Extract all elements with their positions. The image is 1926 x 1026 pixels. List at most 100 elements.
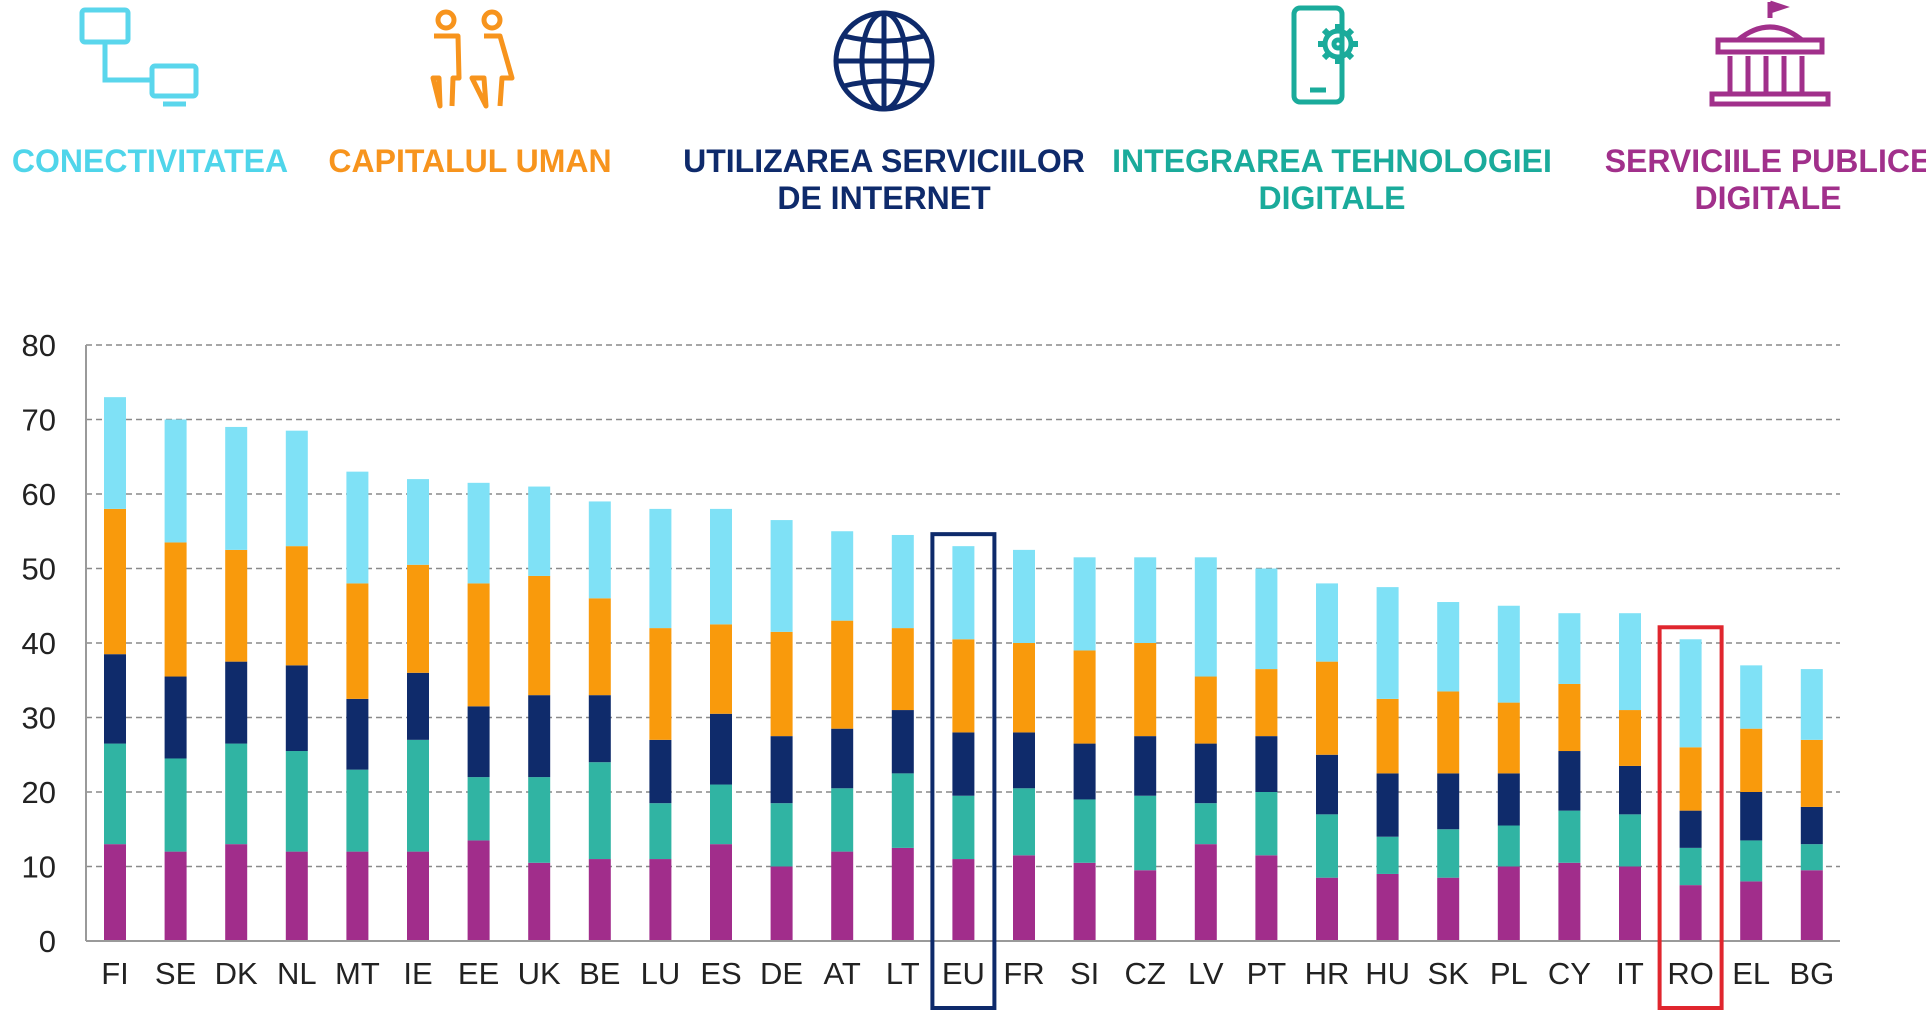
bar-segment (1800, 669, 1823, 740)
x-tick-label: NL (277, 956, 317, 991)
government-building-icon (1709, 0, 1831, 107)
legend-label-integration: DIGITALE (1259, 180, 1406, 216)
bar-segment (1679, 747, 1702, 811)
x-tick-label: IE (403, 956, 432, 991)
bar-segment (1740, 881, 1763, 941)
y-tick-label: 20 (22, 775, 56, 810)
bar-segment (952, 546, 975, 640)
bar-segment (407, 672, 429, 740)
bar-segment (1376, 587, 1399, 699)
bar-segment (528, 486, 551, 576)
bar-segment (346, 769, 369, 852)
bar-segment (952, 859, 975, 941)
bar-segment (407, 479, 429, 565)
bar-segment (1255, 736, 1278, 792)
bar-segment (1134, 795, 1157, 871)
bar-segment (770, 736, 793, 804)
x-tick-label: IT (1616, 956, 1644, 991)
bar-segment (346, 471, 369, 584)
bar-segment (1194, 557, 1217, 677)
x-tick-label: EL (1732, 956, 1770, 991)
legend-label-connectivity: CONECTIVITATEA (12, 143, 288, 179)
y-tick-label: 0 (39, 924, 56, 959)
bar-segment (1437, 691, 1460, 774)
bar-segment (710, 508, 732, 625)
highlight-box (930, 532, 997, 1011)
bar-segment (1679, 847, 1702, 886)
bar-segment (164, 419, 187, 543)
bar-segment (1619, 814, 1641, 867)
bar-segment (1558, 683, 1581, 752)
bar-segment (588, 695, 611, 763)
bar-segment (1800, 739, 1823, 807)
bar-segment (1497, 702, 1520, 774)
people-icon (430, 9, 515, 109)
x-tick-label: LV (1188, 956, 1224, 991)
bar-segment (1497, 866, 1520, 941)
x-tick-label: LU (641, 956, 681, 991)
x-tick-label: BG (1789, 956, 1834, 991)
bar-segment (104, 654, 126, 744)
legend-label-public: DIGITALE (1695, 180, 1842, 216)
y-tick-label: 40 (22, 626, 56, 661)
x-tick-label: LT (886, 956, 920, 991)
bar-segment (1800, 844, 1823, 871)
x-tick-label: UK (518, 956, 561, 991)
bar-segment (1073, 743, 1096, 800)
bar-segment (1194, 803, 1217, 845)
x-tick-label: BE (579, 956, 620, 991)
x-tick-label: FI (101, 956, 129, 991)
bar-segment (164, 676, 187, 759)
bar-segment (346, 851, 369, 941)
bar-segment (588, 501, 611, 599)
y-tick-label: 10 (22, 850, 56, 885)
bar-segment (770, 803, 793, 867)
bar-segment (1134, 736, 1157, 796)
bar-segment (952, 795, 975, 860)
legend-label-internet: UTILIZAREA SERVICIILOR (683, 143, 1085, 179)
bar-segment (710, 624, 732, 714)
bar-segment (649, 739, 672, 804)
bar-segment (952, 732, 975, 796)
bar-segment (1013, 788, 1035, 856)
bar-segment (588, 859, 611, 941)
bar-segment (467, 583, 490, 707)
bar-segment (1376, 698, 1399, 774)
legend: CONECTIVITATEA CAPITALUL UMAN UTILIZAREA S… (12, 143, 1926, 216)
bar-segment (1316, 661, 1338, 755)
bar-segment (1558, 751, 1581, 811)
computer-network-icon (79, 7, 199, 107)
gridlines (86, 344, 1840, 868)
bar-segment (770, 520, 793, 632)
bar-segment (649, 859, 672, 941)
bar-segment (1740, 792, 1763, 841)
bar-segment (407, 739, 429, 852)
bar-segment (1619, 710, 1641, 766)
bar-segment (1194, 743, 1217, 804)
bar-segment (1013, 732, 1035, 789)
legend-label-public: SERVICIILE PUBLICE (1605, 143, 1926, 179)
x-tick-label: SK (1428, 956, 1470, 991)
bar-segment (104, 743, 126, 845)
x-tick-label: PT (1247, 956, 1287, 991)
bar-segment (407, 851, 429, 941)
bar-segment (1497, 825, 1520, 867)
bar-segment (1134, 870, 1157, 941)
bar-segment (104, 397, 126, 509)
bar-segment (346, 583, 369, 699)
bar-segment (1134, 557, 1157, 643)
bar-segment (467, 482, 490, 584)
bar-segment (1013, 643, 1035, 733)
x-tick-label: HU (1365, 956, 1410, 991)
bar-segment (891, 534, 914, 629)
x-tick-label: ES (700, 956, 741, 991)
bar-segment (891, 710, 914, 774)
bar-segment (588, 598, 611, 696)
bar-segment (1558, 862, 1581, 941)
bar-segment (104, 508, 126, 655)
bar-segment (1255, 792, 1278, 856)
y-tick-label: 80 (22, 328, 56, 363)
bar-segment (1437, 829, 1460, 878)
legend-label-integration: INTEGRAREA TEHNOLOGIEI (1112, 143, 1552, 179)
bar-segment (1073, 650, 1096, 744)
